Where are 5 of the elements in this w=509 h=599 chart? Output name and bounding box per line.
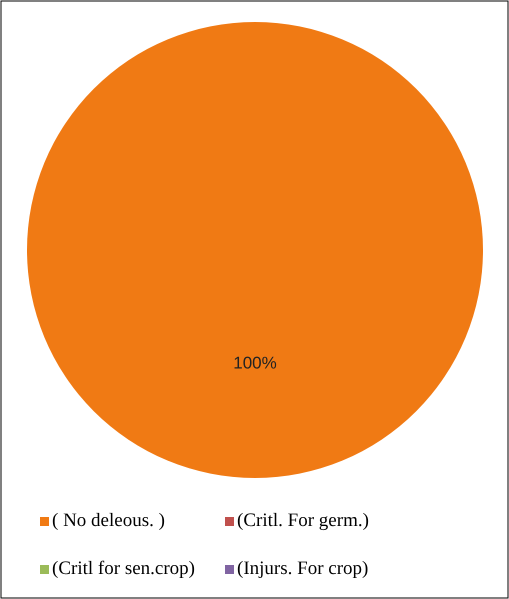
legend-label: (Critl. For germ.): [237, 510, 369, 531]
legend-label: (Injurs. For crop): [237, 558, 368, 579]
legend-label: (Critl for sen.crop): [52, 558, 195, 579]
data-label: 100%: [233, 353, 277, 372]
legend-label: ( No deleous. ): [52, 510, 165, 531]
